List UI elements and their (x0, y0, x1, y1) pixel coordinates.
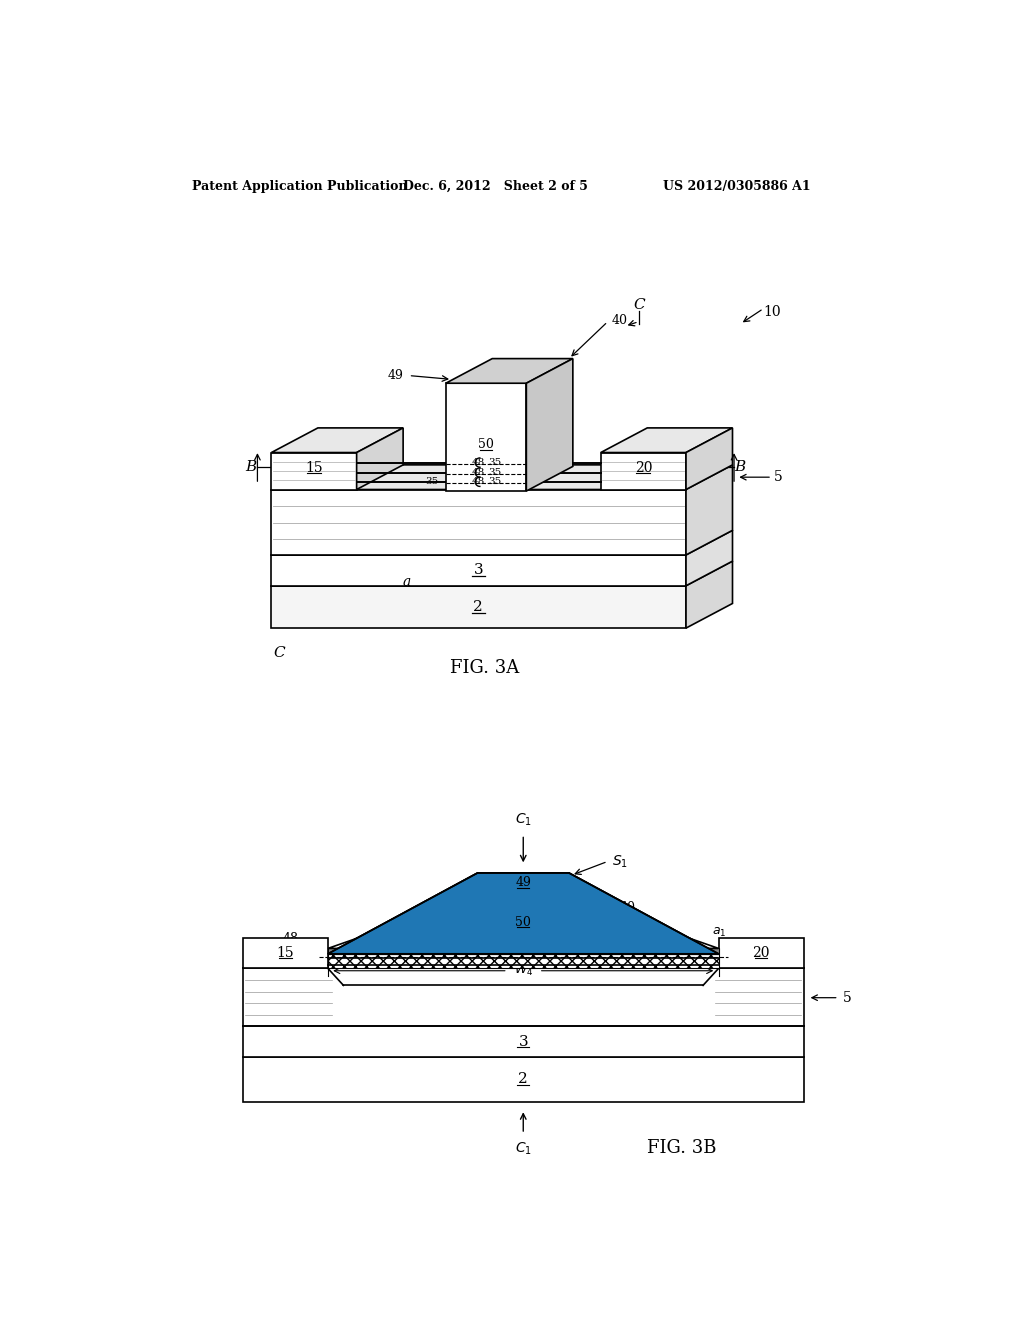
Text: 2: 2 (518, 1072, 528, 1086)
Text: 2: 2 (473, 601, 483, 614)
Text: $a_1$: $a_1$ (713, 925, 727, 939)
Text: a: a (402, 576, 411, 589)
Text: 40: 40 (620, 902, 635, 915)
Polygon shape (271, 453, 356, 490)
Bar (719, 937, 804, 969)
Text: $W_4$: $W_4$ (514, 964, 532, 978)
Text: $C_1$: $C_1$ (515, 1140, 531, 1156)
Text: 49: 49 (515, 876, 531, 890)
Polygon shape (328, 873, 719, 954)
Text: 5: 5 (773, 470, 782, 484)
Text: 49: 49 (387, 370, 403, 381)
Polygon shape (271, 490, 686, 554)
Text: FIG. 3A: FIG. 3A (450, 659, 519, 677)
Polygon shape (271, 465, 732, 490)
Text: FIG. 3B: FIG. 3B (647, 1139, 717, 1156)
Polygon shape (445, 359, 572, 383)
Text: Dec. 6, 2012   Sheet 2 of 5: Dec. 6, 2012 Sheet 2 of 5 (403, 180, 588, 193)
Text: B: B (734, 461, 745, 474)
Polygon shape (328, 873, 719, 954)
Polygon shape (477, 873, 569, 896)
Bar (328, 954, 719, 968)
Text: 48: 48 (471, 469, 484, 477)
Polygon shape (271, 586, 686, 628)
Polygon shape (328, 949, 719, 954)
Text: 50: 50 (515, 916, 531, 929)
Polygon shape (271, 561, 732, 586)
Text: 20: 20 (753, 946, 770, 960)
Text: 3: 3 (473, 564, 483, 577)
Text: 35: 35 (425, 478, 438, 486)
Text: 15: 15 (305, 461, 323, 475)
Text: 20: 20 (635, 461, 652, 475)
Text: 3: 3 (518, 1035, 528, 1048)
Polygon shape (686, 465, 732, 554)
Text: 48: 48 (471, 458, 484, 467)
Text: 48: 48 (283, 932, 299, 945)
Text: 15: 15 (276, 946, 294, 960)
Text: $S_1$: $S_1$ (611, 853, 628, 870)
Text: B: B (245, 461, 256, 474)
Polygon shape (271, 428, 403, 453)
Text: 35: 35 (488, 469, 502, 477)
Text: 10: 10 (764, 305, 781, 318)
Text: $W_3$: $W_3$ (514, 896, 532, 911)
Bar (243, 1026, 804, 1057)
Bar (243, 937, 328, 969)
Polygon shape (601, 453, 686, 490)
Text: 50: 50 (478, 438, 494, 451)
Polygon shape (271, 531, 732, 554)
Polygon shape (356, 428, 403, 490)
Text: 48: 48 (471, 478, 484, 486)
Text: 41: 41 (256, 949, 272, 962)
Text: 35: 35 (488, 458, 502, 467)
Text: US 2012/0305886 A1: US 2012/0305886 A1 (663, 180, 810, 193)
Text: C: C (633, 298, 644, 312)
Text: Patent Application Publication: Patent Application Publication (191, 180, 408, 193)
Polygon shape (686, 531, 732, 586)
Polygon shape (601, 428, 732, 453)
Polygon shape (445, 383, 526, 491)
Polygon shape (686, 561, 732, 628)
Bar (243, 1057, 804, 1102)
Polygon shape (271, 554, 686, 586)
Text: 35: 35 (488, 478, 502, 486)
Text: C: C (273, 645, 285, 660)
Polygon shape (526, 359, 572, 491)
Text: 40: 40 (611, 314, 628, 326)
Text: $C_1$: $C_1$ (515, 812, 531, 829)
Polygon shape (686, 428, 732, 490)
Polygon shape (328, 896, 719, 949)
Text: 35: 35 (741, 957, 758, 970)
Text: 5: 5 (843, 991, 851, 1005)
